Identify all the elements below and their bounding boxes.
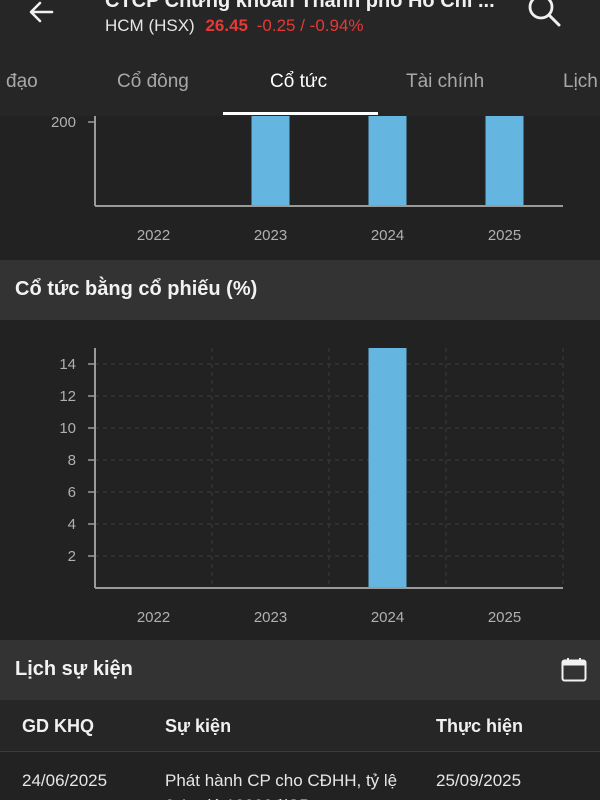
events-table-header: GD KHQ Sự kiện Thực hiện [0, 700, 600, 752]
calendar-button[interactable] [560, 656, 588, 684]
tab-bar: đạo Cổ đông Cổ tức Tài chính Lịch [0, 60, 600, 116]
company-title: CTCP Chứng khoán Thành phố Hồ Chí ... [105, 0, 495, 12]
events-title: Lịch sự kiện [15, 658, 133, 680]
cash-dividend-chart-svg: 2004002022202320242025 [51, 116, 563, 244]
x-tick-label: 2022 [137, 609, 170, 626]
active-tab-indicator [223, 112, 378, 115]
tab-leadership[interactable]: đạo [6, 71, 38, 92]
arrow-left-icon [29, 1, 54, 23]
x-tick-label: 2023 [254, 227, 287, 244]
events-header: Lịch sự kiện [0, 640, 600, 700]
cash-dividend-chart: 2004002022202320242025 [0, 116, 600, 260]
stock-dividend-title: Cổ tức bằng cổ phiếu (%) [15, 278, 258, 300]
bar-2023[interactable] [251, 116, 290, 206]
app-header: CTCP Chứng khoán Thành phố Hồ Chí ... HC… [0, 0, 600, 60]
row-event: Phát hành CP cho CĐHH, tỷ lệ 2:1, giá 10… [165, 771, 398, 800]
tab-calendar[interactable]: Lịch [563, 71, 598, 92]
column-header-date: GD KHQ [22, 716, 94, 736]
stock-dividend-chart-svg: 2 4 6 8 10 12 14 2022 2023 2024 2025 [59, 348, 564, 626]
table-row[interactable]: 24/06/2025 Phát hành CP cho CĐHH, tỷ lệ … [0, 752, 600, 800]
y-tick-label: 8 [68, 452, 76, 469]
search-icon [528, 0, 561, 27]
y-tick-label: 14 [59, 356, 76, 373]
y-tick-label: 10 [59, 420, 76, 437]
stock-dividend-header: Cổ tức bằng cổ phiếu (%) [0, 260, 600, 320]
column-header-exec: Thực hiện [436, 716, 524, 736]
row-exec: 25/09/2025 [436, 771, 522, 790]
tab-dividends[interactable]: Cổ tức [270, 71, 328, 92]
ticker-label: HCM (HSX) [105, 16, 195, 35]
x-tick-label: 2025 [488, 227, 521, 244]
row-date: 24/06/2025 [22, 771, 108, 790]
back-button[interactable] [20, 0, 64, 36]
y-tick-label: 200 [51, 116, 76, 131]
x-tick-label: 2024 [371, 227, 404, 244]
y-tick-label: 4 [68, 516, 76, 533]
x-tick-label: 2024 [371, 609, 404, 626]
bar-2024[interactable] [368, 348, 407, 588]
price-value: 26.45 [205, 16, 248, 35]
y-tick-label: 2 [68, 548, 76, 565]
y-tick-label: 6 [68, 484, 76, 501]
search-button[interactable] [522, 0, 566, 32]
bar-2024[interactable] [368, 116, 407, 206]
y-tick-label: 12 [59, 388, 76, 405]
x-tick-label: 2023 [254, 609, 287, 626]
tab-shareholders[interactable]: Cổ đông [117, 71, 189, 92]
stock-dividend-chart: 2 4 6 8 10 12 14 2022 2023 2024 2025 [0, 320, 600, 640]
tab-finance[interactable]: Tài chính [406, 71, 485, 92]
quote-line: HCM (HSX) 26.45 -0.25 / -0.94% [105, 16, 364, 36]
x-tick-label: 2022 [137, 227, 170, 244]
bar-2025[interactable] [485, 116, 524, 206]
column-header-event: Sự kiện [165, 716, 232, 736]
x-tick-label: 2025 [488, 609, 521, 626]
calendar-icon [561, 658, 587, 682]
price-change: -0.25 / -0.94% [256, 16, 364, 35]
